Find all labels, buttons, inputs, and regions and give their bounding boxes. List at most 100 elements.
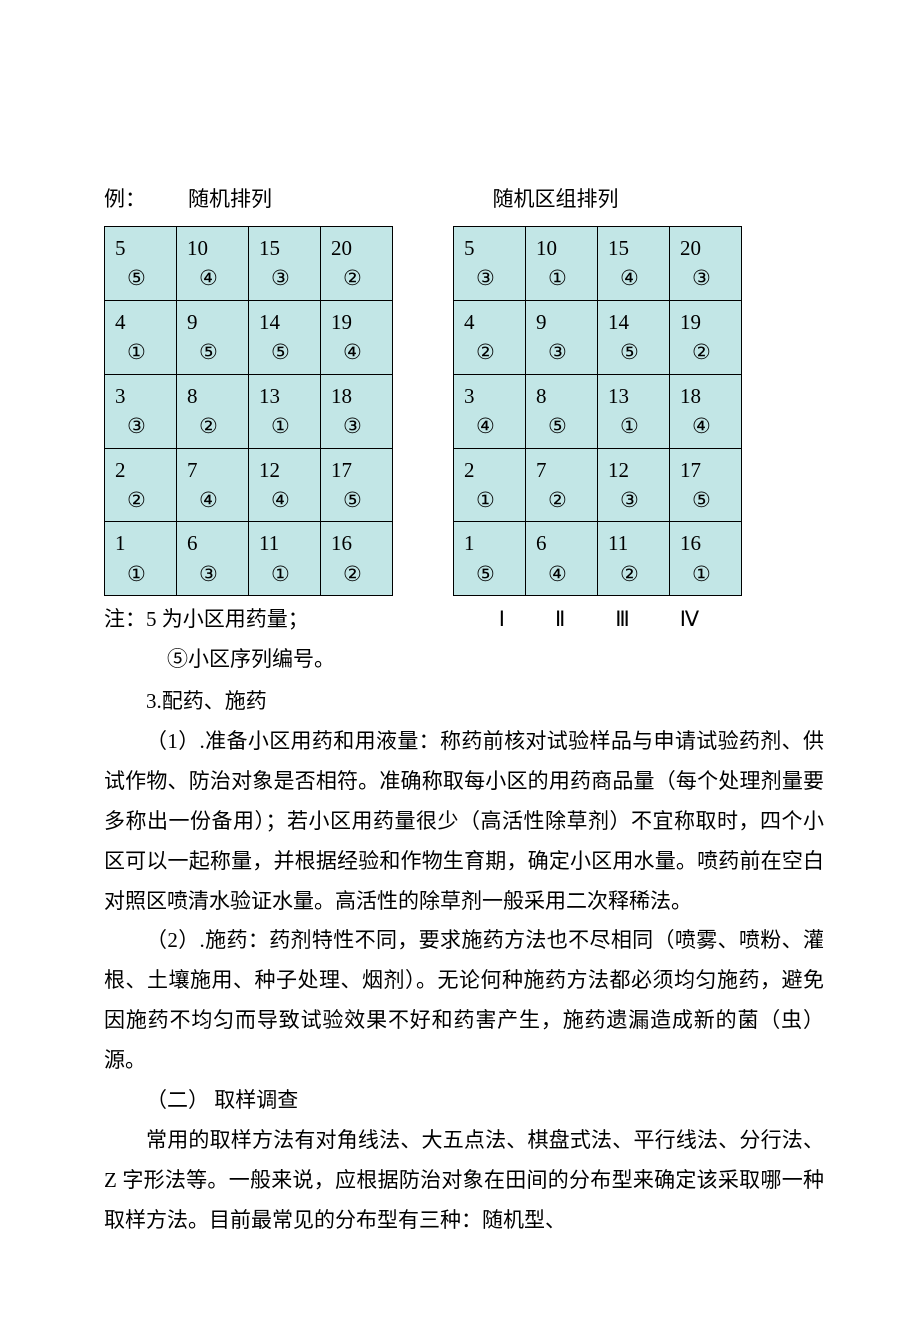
table-cell: 2② (105, 448, 177, 522)
cell-circled-index: ② (608, 559, 669, 589)
table-footer-row: 注：5 为小区用药量； Ⅰ Ⅱ Ⅲ Ⅳ (104, 600, 824, 640)
cell-number: 20 (680, 233, 741, 263)
cell-circled-index: ⑤ (259, 337, 320, 367)
cell-circled-index: ③ (331, 411, 392, 441)
cell-circled-index: ① (680, 559, 741, 589)
cell-circled-index: ③ (536, 337, 597, 367)
table-cell: 16① (670, 522, 742, 596)
cell-number: 7 (536, 455, 597, 485)
table-cell: 11② (598, 522, 670, 596)
tables-container: 5⑤10④15③20②4①9⑤14⑤19④3③8②13①18③2②7④12④17… (104, 226, 824, 596)
cell-circled-index: ① (608, 411, 669, 441)
table-cell: 4① (105, 300, 177, 374)
table-cell: 6④ (526, 522, 598, 596)
table-cell: 3③ (105, 374, 177, 448)
cell-circled-index: ④ (536, 559, 597, 589)
table-cell: 20② (321, 226, 393, 300)
roman-3: Ⅲ (615, 600, 629, 640)
table-cell: 2① (454, 448, 526, 522)
table-cell: 8② (177, 374, 249, 448)
cell-circled-index: ① (259, 411, 320, 441)
table-headers: 例： 随机排列 随机区组排列 (104, 180, 824, 220)
table-cell: 17⑤ (321, 448, 393, 522)
table-cell: 15④ (598, 226, 670, 300)
cell-number: 4 (115, 307, 176, 337)
random-block-arrangement-table: 5③10①15④20③4②9③14⑤19②3④8⑤13①18④2①7②12③17… (453, 226, 742, 596)
cell-circled-index: ① (464, 485, 525, 515)
cell-circled-index: ⑤ (608, 337, 669, 367)
note-line-1: 注：5 为小区用药量； (104, 600, 309, 640)
table-cell: 7② (526, 448, 598, 522)
cell-circled-index: ⑤ (680, 485, 741, 515)
cell-number: 20 (331, 233, 392, 263)
table-row: 5③10①15④20③ (454, 226, 742, 300)
cell-circled-index: ③ (115, 411, 176, 441)
table-cell: 5③ (454, 226, 526, 300)
heading-3: 3.配药、施药 (104, 682, 824, 722)
note-line-2: ⑤小区序列编号。 (104, 640, 824, 680)
left-table-title: 随机排列 (188, 180, 272, 220)
table-cell: 9⑤ (177, 300, 249, 374)
table-cell: 4② (454, 300, 526, 374)
table-row: 4②9③14⑤19② (454, 300, 742, 374)
cell-number: 5 (464, 233, 525, 263)
cell-number: 13 (259, 381, 320, 411)
cell-circled-index: ① (115, 337, 176, 367)
cell-circled-index: ③ (608, 485, 669, 515)
table-cell: 19④ (321, 300, 393, 374)
example-label: 例： (104, 180, 146, 220)
table-row: 1⑤6④11②16① (454, 522, 742, 596)
table-row: 4①9⑤14⑤19④ (105, 300, 393, 374)
table-cell: 12③ (598, 448, 670, 522)
table-row: 1①6③11①16② (105, 522, 393, 596)
cell-number: 9 (187, 307, 248, 337)
table-cell: 13① (249, 374, 321, 448)
table-cell: 18③ (321, 374, 393, 448)
heading-section-2: （二） 取样调查 (104, 1081, 824, 1121)
table-cell: 10① (526, 226, 598, 300)
cell-circled-index: ③ (680, 263, 741, 293)
cell-circled-index: ⑤ (464, 559, 525, 589)
table-row: 5⑤10④15③20② (105, 226, 393, 300)
table-row: 2②7④12④17⑤ (105, 448, 393, 522)
table-cell: 20③ (670, 226, 742, 300)
cell-circled-index: ④ (680, 411, 741, 441)
roman-4: Ⅳ (680, 600, 699, 640)
cell-number: 18 (680, 381, 741, 411)
cell-number: 7 (187, 455, 248, 485)
cell-number: 14 (608, 307, 669, 337)
cell-circled-index: ⑤ (536, 411, 597, 441)
cell-circled-index: ⑤ (115, 263, 176, 293)
cell-number: 15 (608, 233, 669, 263)
table-cell: 18④ (670, 374, 742, 448)
table-cell: 12④ (249, 448, 321, 522)
paragraph-2: （2）.施药：药剂特性不同，要求施药方法也不尽相同（喷雾、喷粉、灌根、土壤施用、… (104, 921, 824, 1081)
table-cell: 9③ (526, 300, 598, 374)
table-cell: 1① (105, 522, 177, 596)
table-cell: 19② (670, 300, 742, 374)
table-cell: 5⑤ (105, 226, 177, 300)
cell-circled-index: ④ (187, 263, 248, 293)
table-cell: 6③ (177, 522, 249, 596)
cell-number: 12 (259, 455, 320, 485)
cell-number: 16 (331, 528, 392, 558)
cell-circled-index: ④ (259, 485, 320, 515)
table-cell: 7④ (177, 448, 249, 522)
roman-1: Ⅰ (499, 600, 505, 640)
cell-circled-index: ② (536, 485, 597, 515)
cell-number: 1 (464, 528, 525, 558)
table-cell: 3④ (454, 374, 526, 448)
cell-number: 11 (608, 528, 669, 558)
table-cell: 14⑤ (598, 300, 670, 374)
cell-number: 14 (259, 307, 320, 337)
table-row: 3③8②13①18③ (105, 374, 393, 448)
cell-circled-index: ⑤ (187, 337, 248, 367)
roman-2: Ⅱ (555, 600, 565, 640)
cell-number: 19 (680, 307, 741, 337)
cell-number: 10 (536, 233, 597, 263)
cell-circled-index: ④ (187, 485, 248, 515)
cell-number: 4 (464, 307, 525, 337)
cell-circled-index: ① (259, 559, 320, 589)
cell-circled-index: ② (680, 337, 741, 367)
random-arrangement-table: 5⑤10④15③20②4①9⑤14⑤19④3③8②13①18③2②7④12④17… (104, 226, 393, 596)
